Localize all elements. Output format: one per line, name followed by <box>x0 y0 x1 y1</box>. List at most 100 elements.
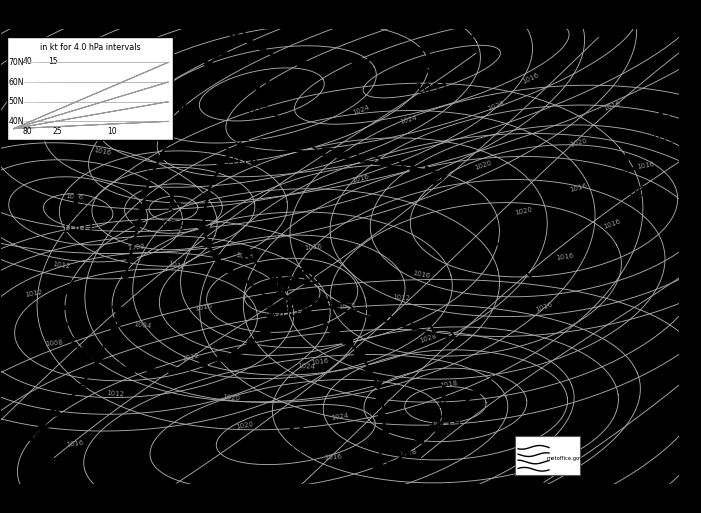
Polygon shape <box>410 165 419 172</box>
Polygon shape <box>318 59 327 67</box>
Polygon shape <box>120 272 132 279</box>
Polygon shape <box>193 75 204 82</box>
Text: 1024: 1024 <box>331 412 349 421</box>
Text: 1012: 1012 <box>168 261 186 271</box>
Text: 1016: 1016 <box>66 193 84 201</box>
Polygon shape <box>387 461 397 468</box>
Polygon shape <box>423 166 433 173</box>
Text: 1012: 1012 <box>338 303 356 310</box>
Polygon shape <box>155 155 167 162</box>
Polygon shape <box>376 398 388 404</box>
Polygon shape <box>237 275 247 283</box>
Text: 103: 103 <box>650 132 676 146</box>
Polygon shape <box>277 53 287 61</box>
Text: L: L <box>622 154 636 174</box>
Text: L: L <box>275 275 289 295</box>
Polygon shape <box>286 298 297 305</box>
Polygon shape <box>55 303 67 309</box>
Polygon shape <box>414 47 425 55</box>
Polygon shape <box>303 278 311 284</box>
Text: 1020: 1020 <box>569 137 587 148</box>
Polygon shape <box>64 397 74 404</box>
Text: 1016: 1016 <box>521 72 540 85</box>
Text: 1016: 1016 <box>534 301 554 312</box>
Text: 1016: 1016 <box>555 252 573 261</box>
Text: 1016: 1016 <box>311 357 329 366</box>
Text: 1012: 1012 <box>25 288 43 298</box>
Polygon shape <box>215 354 226 362</box>
Polygon shape <box>370 382 383 388</box>
Polygon shape <box>263 300 275 306</box>
Text: L: L <box>167 188 180 208</box>
Polygon shape <box>258 47 268 54</box>
Bar <box>515 436 580 475</box>
Polygon shape <box>428 425 438 432</box>
Text: 1016: 1016 <box>236 252 254 261</box>
Text: 1018: 1018 <box>399 448 417 457</box>
Text: 999: 999 <box>160 219 186 233</box>
Text: 1016: 1016 <box>351 174 370 184</box>
Polygon shape <box>109 363 120 370</box>
Polygon shape <box>434 43 444 50</box>
Text: H: H <box>423 51 440 71</box>
Polygon shape <box>376 55 386 63</box>
Polygon shape <box>79 348 89 355</box>
Polygon shape <box>242 36 252 43</box>
Polygon shape <box>147 171 159 178</box>
Polygon shape <box>218 48 228 55</box>
Polygon shape <box>222 266 233 273</box>
Text: 1000: 1000 <box>264 306 300 320</box>
Polygon shape <box>226 148 238 155</box>
Text: 50N: 50N <box>8 97 24 106</box>
Text: 1024: 1024 <box>351 105 369 116</box>
Polygon shape <box>261 328 271 336</box>
Polygon shape <box>64 335 76 342</box>
Text: 1016: 1016 <box>224 155 259 169</box>
Polygon shape <box>93 357 104 364</box>
Polygon shape <box>180 363 190 371</box>
Text: 1016: 1016 <box>195 302 213 311</box>
Text: 1028: 1028 <box>419 333 438 344</box>
Polygon shape <box>247 339 257 346</box>
Text: 1016: 1016 <box>412 270 431 279</box>
Text: 1012: 1012 <box>392 294 410 301</box>
Polygon shape <box>132 222 145 228</box>
Polygon shape <box>198 359 208 367</box>
Polygon shape <box>101 339 113 346</box>
Polygon shape <box>25 433 35 441</box>
Text: 25: 25 <box>53 127 62 136</box>
Text: 1024: 1024 <box>297 363 315 369</box>
Text: 1012: 1012 <box>52 262 71 270</box>
Text: 1027: 1027 <box>278 445 313 459</box>
Text: 40N: 40N <box>8 117 24 126</box>
Polygon shape <box>217 163 228 170</box>
Polygon shape <box>437 172 449 177</box>
Text: 1020: 1020 <box>236 421 254 430</box>
Polygon shape <box>329 327 340 334</box>
Polygon shape <box>141 188 154 194</box>
Polygon shape <box>201 241 213 248</box>
Bar <box>7 37 173 140</box>
Polygon shape <box>470 389 479 397</box>
Polygon shape <box>414 437 424 444</box>
Polygon shape <box>315 316 326 323</box>
Polygon shape <box>128 239 141 245</box>
Text: 15: 15 <box>48 56 58 66</box>
Polygon shape <box>163 365 172 373</box>
Polygon shape <box>163 139 175 146</box>
Text: 70N: 70N <box>8 58 24 67</box>
Text: 1018: 1018 <box>440 380 458 389</box>
Polygon shape <box>39 422 49 430</box>
Text: 1016: 1016 <box>602 100 622 112</box>
Polygon shape <box>452 38 463 46</box>
Polygon shape <box>127 365 137 373</box>
Text: L: L <box>439 385 452 405</box>
Text: L: L <box>656 102 669 122</box>
Text: 1004: 1004 <box>133 321 152 329</box>
Polygon shape <box>258 264 267 271</box>
Polygon shape <box>198 226 210 233</box>
Polygon shape <box>285 281 293 286</box>
Text: H: H <box>287 415 304 435</box>
Text: 1020: 1020 <box>515 206 533 215</box>
Polygon shape <box>116 289 128 296</box>
